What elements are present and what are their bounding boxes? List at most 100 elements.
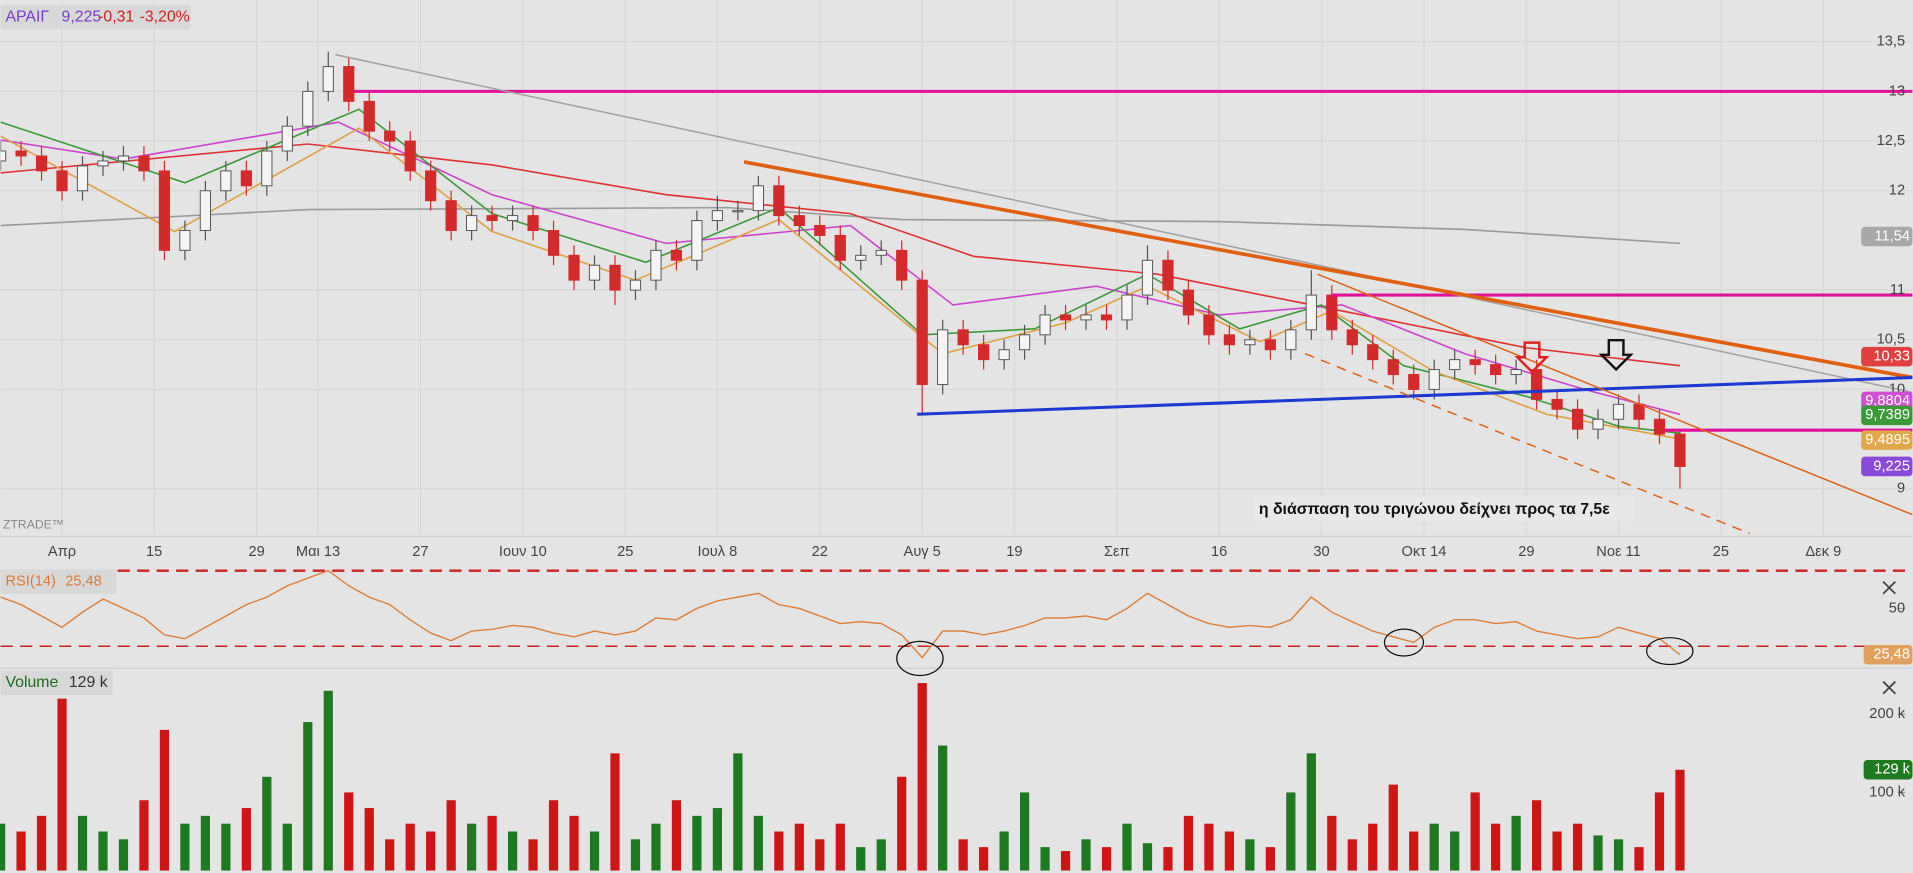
candle-body: [588, 264, 601, 281]
rsi-title: RSI(14): [5, 573, 55, 589]
candle-body: [281, 125, 293, 152]
candle-body: [0, 150, 7, 162]
moving-average: [0, 206, 1681, 245]
candle-body: [1428, 369, 1440, 390]
volume-bar: [200, 815, 210, 871]
candle-body: [1080, 314, 1092, 321]
x-tick-label: 29: [248, 544, 264, 560]
watermark: ZTRADE™: [3, 518, 64, 532]
volume-bar: [1265, 847, 1275, 871]
candle-body: [1408, 374, 1420, 390]
volume-bar: [774, 831, 784, 871]
volume-bar: [630, 839, 641, 871]
trend-line: [1304, 353, 1750, 535]
volume-bar: [815, 839, 825, 871]
annotation-box: [1254, 496, 1635, 521]
price-badge-label: 9,8804: [1865, 393, 1910, 409]
volume-bar: [282, 823, 292, 871]
volume-bar: [1531, 800, 1542, 871]
candle-body: [506, 215, 519, 222]
candle-body: [1387, 359, 1399, 376]
volume-bar: [917, 683, 927, 871]
candle-body: [957, 329, 969, 346]
candle-body: [1469, 359, 1481, 366]
close-icon[interactable]: [1882, 580, 1896, 595]
x-tick-label: 16: [1211, 544, 1227, 560]
candle-body: [1530, 369, 1543, 400]
candle-body: [117, 155, 130, 162]
candle-body: [179, 230, 191, 251]
close-button[interactable]: [1882, 580, 1896, 595]
candle-body: [527, 215, 539, 231]
candle-body: [691, 220, 703, 261]
price-badge-label: 9,225: [1873, 458, 1910, 474]
volume-bar: [1552, 831, 1562, 871]
candle-body: [773, 185, 785, 217]
volume-bar: [835, 823, 845, 871]
candle-body: [97, 160, 109, 167]
candle-body: [1346, 329, 1358, 346]
last-price: 9,225: [62, 8, 102, 25]
x-tick-label: Ιουλ 8: [698, 544, 738, 560]
y-tick-label: 12,5: [1877, 133, 1905, 149]
candle-body: [1162, 259, 1174, 291]
volume-bar: [1101, 847, 1112, 871]
candle-body: [752, 185, 764, 212]
volume-bar: [180, 823, 190, 871]
candle-body: [1551, 398, 1563, 410]
volume-bar: [262, 776, 272, 871]
volume-bar: [1327, 815, 1337, 871]
candle-body: [1612, 403, 1625, 420]
price-badge: [1861, 346, 1913, 367]
volume-bar: [1122, 823, 1132, 871]
volume-bar: [712, 808, 723, 871]
volume-bar: [958, 839, 968, 871]
volume-bar: [57, 698, 67, 871]
volume-bar: [1368, 823, 1378, 871]
candle-body: [855, 254, 867, 261]
candle-body: [629, 279, 642, 291]
candle-body: [1285, 329, 1297, 351]
trend-line: [1317, 273, 1913, 516]
price-badge: [1861, 405, 1913, 426]
candle-body: [466, 215, 478, 231]
price-badge: [1861, 430, 1913, 450]
candle-body: [875, 249, 887, 256]
price-badge-label: 11,54: [1874, 228, 1910, 244]
x-tick-label: Οκτ 14: [1402, 544, 1447, 560]
rsi-tick-label: 50: [1889, 600, 1905, 616]
volume-bar: [569, 815, 579, 871]
volume-bar: [405, 823, 415, 871]
rsi-value: 25,48: [65, 573, 102, 589]
close-button[interactable]: [1882, 680, 1896, 695]
candle-body: [998, 349, 1010, 361]
candle-body: [1305, 294, 1317, 331]
moving-average: [0, 143, 1681, 367]
x-tick-label: Νοε 11: [1596, 544, 1640, 560]
volume-bar: [1040, 847, 1050, 871]
volume-bar: [323, 690, 333, 871]
volume-bar: [36, 815, 47, 871]
candle-body: [35, 155, 48, 172]
trend-line: [917, 376, 1913, 416]
price-badge: [1861, 226, 1913, 247]
candle-body: [1141, 259, 1154, 296]
candle-body: [670, 249, 683, 261]
volume-bar: [979, 847, 989, 871]
y-tick-label: 13: [1889, 83, 1905, 99]
candle-body: [1203, 314, 1215, 336]
close-icon[interactable]: [1882, 680, 1896, 695]
candle-body: [1059, 314, 1072, 321]
candle-body: [384, 130, 396, 142]
volume-bar: [139, 800, 149, 871]
candle-body: [1182, 289, 1195, 316]
trend-line: [335, 53, 1913, 394]
volume-bar: [876, 839, 886, 871]
x-tick-label: 29: [1518, 544, 1534, 560]
x-tick-label: Απρ: [48, 544, 76, 560]
candle-body: [650, 249, 662, 281]
highlight-ellipse: [896, 640, 944, 677]
change: -0,31: [98, 8, 134, 25]
